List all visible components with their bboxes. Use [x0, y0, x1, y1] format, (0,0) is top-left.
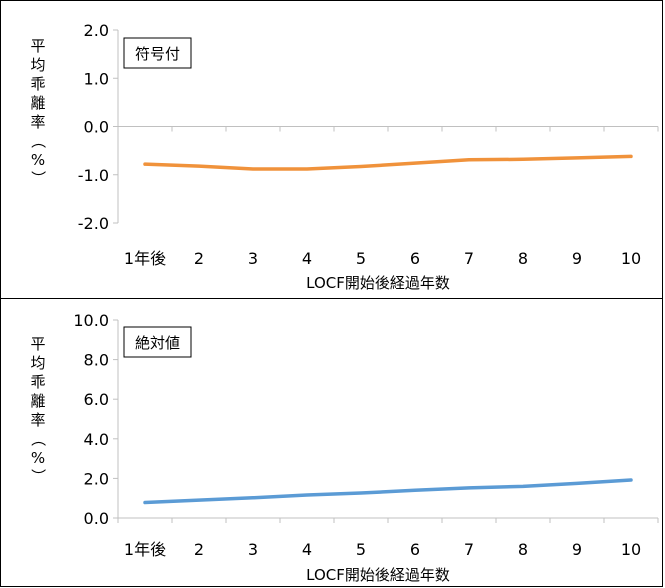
x-tick-label: 3: [248, 249, 258, 268]
y-axis-title-char: %: [31, 449, 45, 467]
x-tick-label: 5: [356, 249, 366, 268]
x-tick-label: 2: [194, 540, 204, 559]
y-axis-title-char: 平: [30, 335, 45, 353]
y-tick-label: 0.0: [84, 118, 109, 137]
y-axis-title-char: 均: [30, 354, 45, 372]
x-tick-label: 6: [410, 249, 420, 268]
y-tick-label: 6.0: [84, 390, 109, 409]
x-tick-label: 10: [621, 249, 641, 268]
signed-chart-svg: 2.0 1.0 0.0 -1.0 -2.0 1年後 2 3 4 5 6 7 8 9 10 LOCF開始後経過年…: [1, 1, 664, 301]
annotation-label: 絶対値: [135, 334, 180, 352]
x-tick-label: 6: [410, 540, 420, 559]
x-tick-label: 4: [302, 249, 312, 268]
y-tick-label: 10.0: [73, 311, 109, 330]
y-tick-label: 2.0: [84, 21, 109, 40]
y-axis-title-char: 離: [30, 94, 45, 112]
y-axis-title-char: 乖: [30, 75, 45, 93]
x-axis-title: LOCF開始後経過年数: [306, 274, 450, 292]
y-tick-label: 1.0: [84, 69, 109, 88]
y-axis-title-char: 離: [30, 392, 45, 410]
y-tick-label: 8.0: [84, 351, 109, 370]
y-axis-title-char: ）: [29, 170, 47, 185]
x-axis-title: LOCF開始後経過年数: [306, 566, 450, 584]
y-tick-label: 0.0: [84, 509, 109, 528]
absolute-chart-svg: 10.0 8.0 6.0 4.0 2.0 0.0 1年後 2 3 4 5 6 7 8 9 10 LOCF開始後経…: [1, 299, 664, 588]
series-line: [145, 156, 631, 169]
x-tick-label: 9: [572, 540, 582, 559]
y-tick-label: 2.0: [84, 469, 109, 488]
x-tick-label: 1年後: [124, 540, 166, 559]
y-tick-label: -1.0: [78, 166, 109, 185]
x-tick-label: 1年後: [124, 249, 166, 268]
x-tick-label: 9: [572, 249, 582, 268]
y-axis-title-char: 乖: [30, 373, 45, 391]
chart-panel-signed: 2.0 1.0 0.0 -1.0 -2.0 1年後 2 3 4 5 6 7 8 9 10 LOCF開始後経過年…: [0, 0, 663, 300]
chart-panel-absolute: 10.0 8.0 6.0 4.0 2.0 0.0 1年後 2 3 4 5 6 7 8 9 10 LOCF開始後経…: [0, 298, 663, 587]
y-axis-title-char: （: [29, 133, 47, 148]
y-axis-title-char: 率: [30, 411, 45, 429]
y-axis-title-char: （: [29, 431, 47, 446]
x-tick-label: 7: [464, 540, 474, 559]
x-tick-label: 8: [518, 540, 528, 559]
x-tick-label: 3: [248, 540, 258, 559]
y-axis-title-char: 均: [30, 56, 45, 74]
y-axis-title-char: 平: [30, 37, 45, 55]
annotation-label: 符号付: [135, 45, 180, 63]
y-tick-label: 4.0: [84, 430, 109, 449]
y-axis-title-char: %: [31, 151, 45, 169]
series-line: [145, 480, 631, 503]
x-tick-label: 5: [356, 540, 366, 559]
x-tick-label: 10: [621, 540, 641, 559]
x-tick-label: 4: [302, 540, 312, 559]
x-tick-label: 7: [464, 249, 474, 268]
y-tick-label: -2.0: [78, 214, 109, 233]
y-axis-title-char: 率: [30, 113, 45, 131]
x-tick-label: 8: [518, 249, 528, 268]
y-axis-title-char: ）: [29, 468, 47, 483]
x-tick-label: 2: [194, 249, 204, 268]
